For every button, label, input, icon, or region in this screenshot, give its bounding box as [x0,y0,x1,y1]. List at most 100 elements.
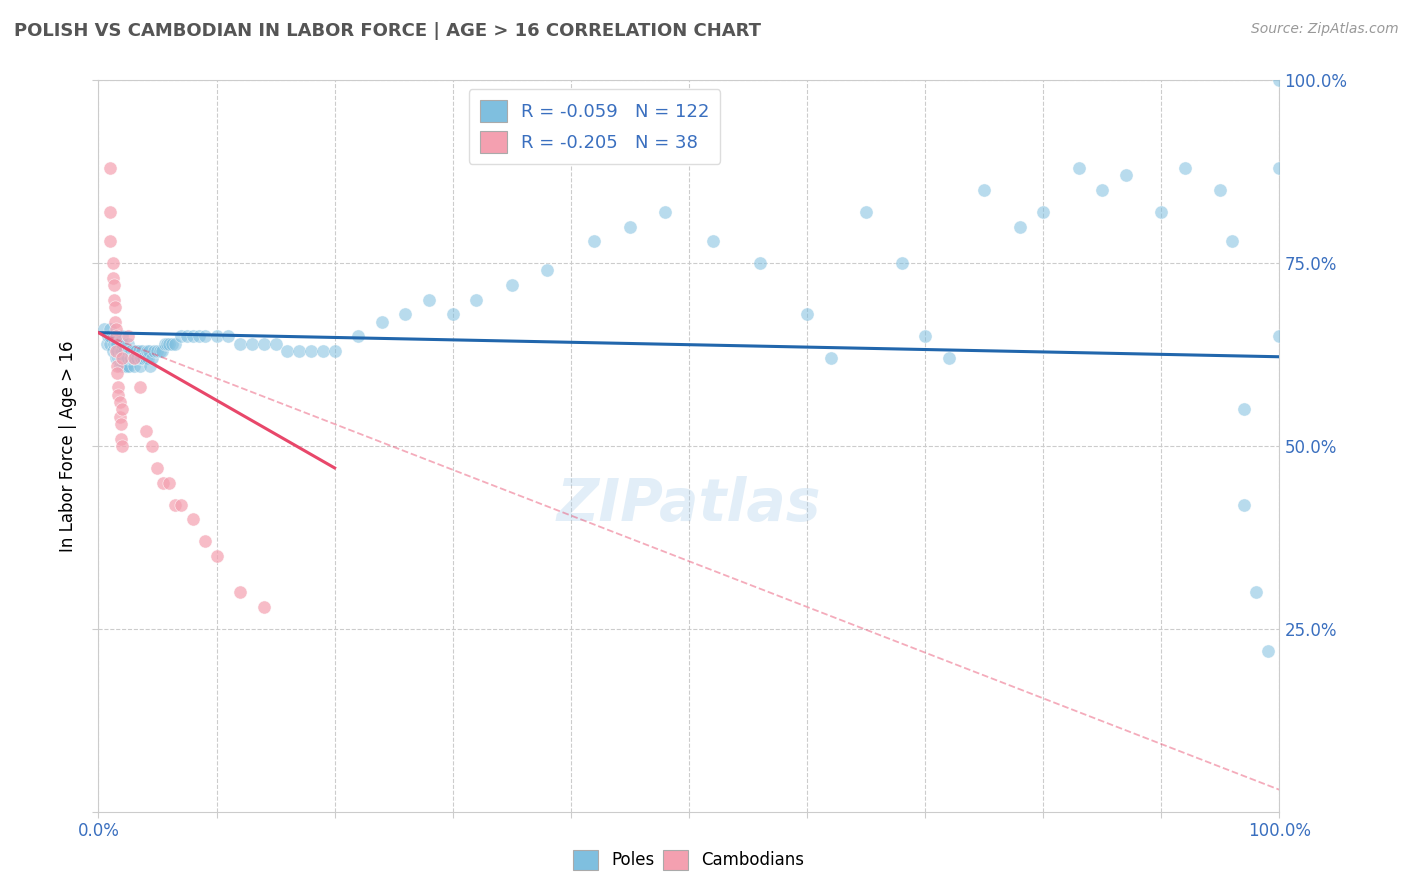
Point [110,417,132,431]
Point [914,329,936,343]
Point [938,351,960,366]
Point [111,351,134,366]
Point [187,329,209,343]
Point [253,336,276,351]
Point [135,343,157,358]
Point [194,534,217,549]
Point [120,343,142,358]
Point [150,343,173,358]
Point [264,336,287,351]
Point [110,351,132,366]
Point [105,351,128,366]
Point [98,234,121,248]
Point [98,322,121,336]
Point [501,278,523,293]
Point [135,425,157,439]
Point [253,599,276,614]
Point [170,329,193,343]
Point [276,343,298,358]
Point [973,183,995,197]
Point [124,351,146,366]
Point [114,359,136,373]
Point [108,409,131,424]
Point [120,351,142,366]
Point [157,475,180,490]
Point [111,402,134,417]
Point [121,343,143,358]
Point [132,351,155,366]
Point [441,307,464,321]
Point [112,359,135,373]
Point [619,219,641,234]
Point [110,343,132,358]
Point [217,329,239,343]
Point [139,359,162,373]
Point [107,388,129,402]
Point [1032,205,1054,219]
Point [105,322,128,336]
Point [115,351,138,366]
Point [136,351,159,366]
Point [107,380,129,394]
Point [1091,183,1114,197]
Point [105,329,128,343]
Point [105,336,128,351]
Point [111,351,134,366]
Point [117,336,139,351]
Point [1233,498,1256,512]
Point [98,336,121,351]
Point [347,329,370,343]
Point [288,343,311,358]
Point [117,343,139,358]
Point [1150,205,1173,219]
Point [371,315,394,329]
Point [181,329,204,343]
Point [112,351,135,366]
Point [152,475,174,490]
Point [170,498,193,512]
Point [465,293,488,307]
Point [229,336,252,351]
Point [146,343,169,358]
Point [103,293,125,307]
Point [122,351,145,366]
Point [121,351,143,366]
Legend: Poles, Cambodians: Poles, Cambodians [567,843,811,877]
Point [229,585,252,599]
Point [112,343,135,358]
Point [111,359,134,373]
Point [103,329,125,343]
Point [93,322,115,336]
Point [141,351,163,366]
Point [820,351,842,366]
Point [205,329,228,343]
Point [114,351,136,366]
Point [115,359,138,373]
Point [165,336,187,351]
Point [111,439,134,453]
Point [1220,234,1243,248]
Point [108,359,131,373]
Point [138,343,160,358]
Point [122,343,145,358]
Point [240,336,263,351]
Point [299,343,322,358]
Point [153,336,176,351]
Point [1174,161,1197,175]
Point [108,343,131,358]
Point [1115,169,1137,183]
Point [128,351,150,366]
Point [121,351,143,366]
Point [146,461,169,475]
Point [160,336,183,351]
Point [96,336,118,351]
Point [101,343,124,358]
Point [117,329,139,343]
Point [176,329,198,343]
Point [1268,161,1291,175]
Point [122,351,145,366]
Point [128,359,150,373]
Point [796,307,818,321]
Point [890,256,912,270]
Point [128,380,150,394]
